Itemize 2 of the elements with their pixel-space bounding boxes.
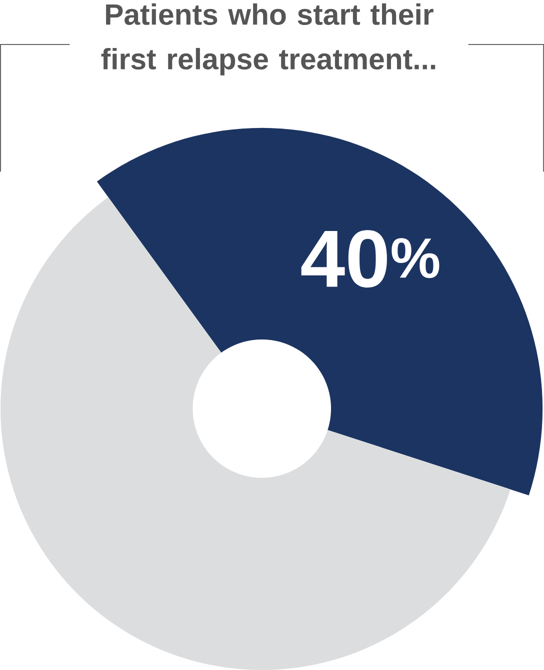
data-label: 40$^{%}$ [301,230,440,288]
chart-title: Patients who start their first relapse treatment... [101,3,436,76]
